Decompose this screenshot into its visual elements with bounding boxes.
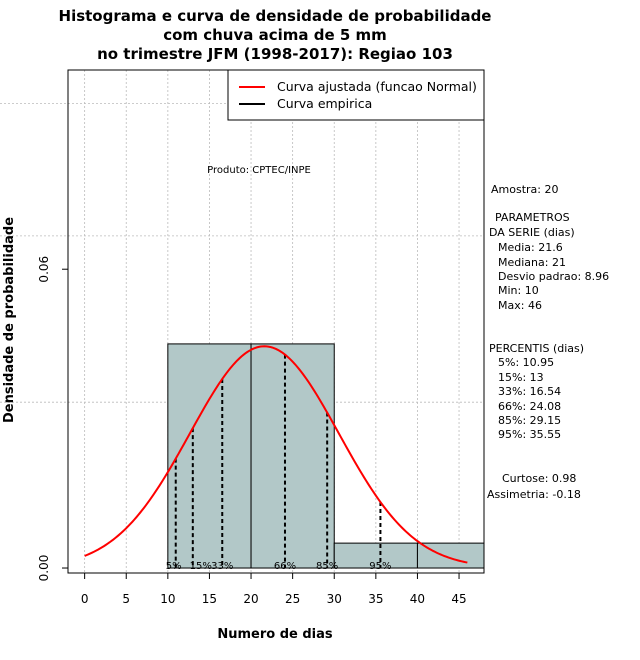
legend-label-normal: Curva ajustada (funcao Normal) bbox=[277, 79, 477, 94]
stat-p5: 5%: 10.95 bbox=[498, 356, 554, 369]
x-tick-label: 30 bbox=[327, 592, 342, 606]
x-tick-label: 15 bbox=[202, 592, 217, 606]
percentile-label: 33% bbox=[211, 561, 233, 572]
legend: Curva ajustada (funcao Normal) Curva emp… bbox=[227, 69, 485, 121]
stat-amostra: Amostra: 20 bbox=[491, 183, 558, 196]
x-tick-label: 0 bbox=[81, 592, 89, 606]
stat-p95: 95%: 35.55 bbox=[498, 428, 561, 441]
stat-p15: 15%: 13 bbox=[498, 371, 544, 384]
legend-box bbox=[227, 69, 485, 121]
stat-max: Max: 46 bbox=[498, 299, 542, 312]
stat-assimetria: Assimetria: -0.18 bbox=[487, 488, 581, 501]
x-tick-label: 20 bbox=[243, 592, 258, 606]
stat-desvio: Desvio padrao: 8.96 bbox=[498, 270, 609, 283]
legend-label-empirical: Curva empirica bbox=[277, 96, 372, 111]
normal-fit-curve bbox=[84, 345, 468, 564]
percentile-lines: 5% 15% 33% 66% 85% 95% bbox=[166, 354, 392, 572]
perc-title: PERCENTIS (dias) bbox=[489, 342, 584, 355]
y-axis-title: Densidade de probabilidade bbox=[2, 217, 17, 423]
product-annotation: Produto: CPTEC/INPE bbox=[207, 165, 311, 176]
normal-curve-layer bbox=[84, 345, 468, 564]
stat-min: Min: 10 bbox=[498, 284, 539, 297]
percentile-label: 85% bbox=[316, 561, 338, 572]
chart-title-line-2: com chuva acima de 5 mm bbox=[163, 26, 387, 44]
y-tick-label: 0.06 bbox=[37, 256, 51, 283]
stat-mediana: Mediana: 21 bbox=[498, 256, 566, 269]
percentile-label: 66% bbox=[274, 561, 296, 572]
param-title-1: PARAMETROS bbox=[495, 211, 570, 224]
percentile-label: 5% bbox=[166, 561, 182, 572]
x-tick-label: 10 bbox=[160, 592, 175, 606]
x-tick-label: 35 bbox=[368, 592, 383, 606]
y-tick-label: 0.00 bbox=[37, 555, 51, 582]
percentile-label: 15% bbox=[190, 561, 212, 572]
x-axis-title: Numero de dias bbox=[217, 627, 333, 642]
x-tick-label: 45 bbox=[451, 592, 466, 606]
stat-p85: 85%: 29.15 bbox=[498, 414, 561, 427]
grid-layer bbox=[0, 70, 484, 573]
stat-p33: 33%: 16.54 bbox=[498, 385, 561, 398]
stat-media: Media: 21.6 bbox=[498, 241, 563, 254]
histogram-bar bbox=[250, 343, 335, 569]
histogram-bar bbox=[167, 343, 252, 569]
axes-layer: 0 5 10 15 20 25 30 35 40 45 0.00 0.06 bbox=[37, 256, 467, 606]
x-tick-label: 25 bbox=[285, 592, 300, 606]
x-tick-label: 5 bbox=[122, 592, 130, 606]
x-tick-label: 40 bbox=[410, 592, 425, 606]
stat-curtose: Curtose: 0.98 bbox=[502, 472, 576, 485]
chart-title-line-1: Histograma e curva de densidade de proba… bbox=[59, 7, 492, 25]
param-title-2: DA SERIE (dias) bbox=[489, 226, 575, 239]
chart-title-line-3: no trimestre JFM (1998-2017): Regiao 103 bbox=[97, 45, 453, 63]
histogram-bars bbox=[167, 343, 485, 569]
stat-p66: 66%: 24.08 bbox=[498, 400, 561, 413]
side-stats-panel: Amostra: 20 PARAMETROS DA SERIE (dias) M… bbox=[487, 183, 609, 501]
percentile-label: 95% bbox=[369, 561, 391, 572]
